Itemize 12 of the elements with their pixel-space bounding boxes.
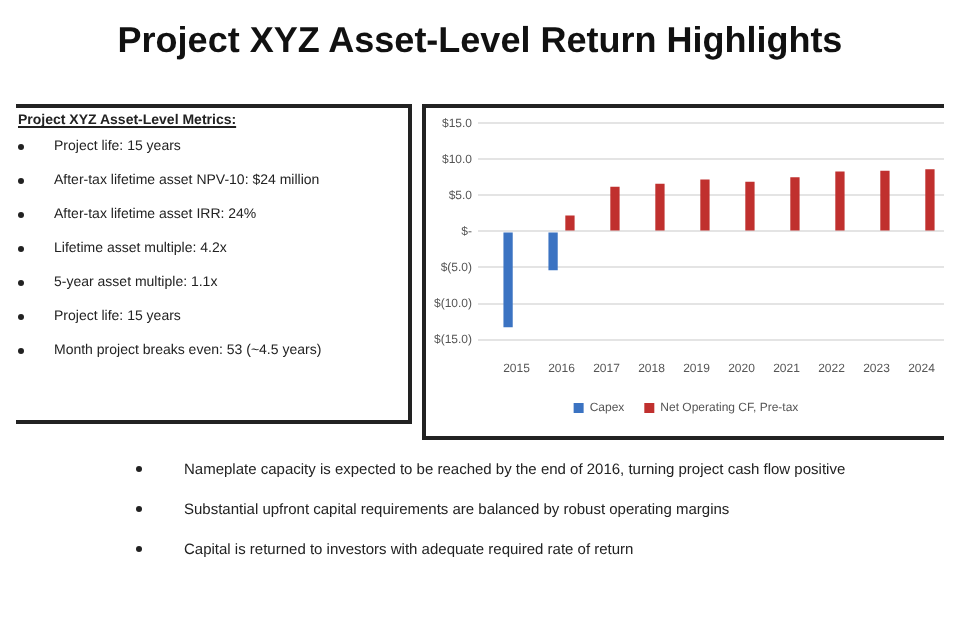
bar	[925, 169, 935, 231]
bar	[655, 183, 665, 231]
bar	[503, 232, 513, 328]
bar	[610, 186, 620, 231]
bar	[548, 232, 558, 271]
bar	[835, 171, 845, 231]
bar	[880, 170, 890, 231]
bar	[700, 179, 710, 231]
bar	[790, 177, 800, 231]
bar	[565, 215, 575, 231]
chart-title: Project XYZ Asset-Level Return Highlights	[115, 20, 845, 62]
bar	[745, 181, 755, 231]
